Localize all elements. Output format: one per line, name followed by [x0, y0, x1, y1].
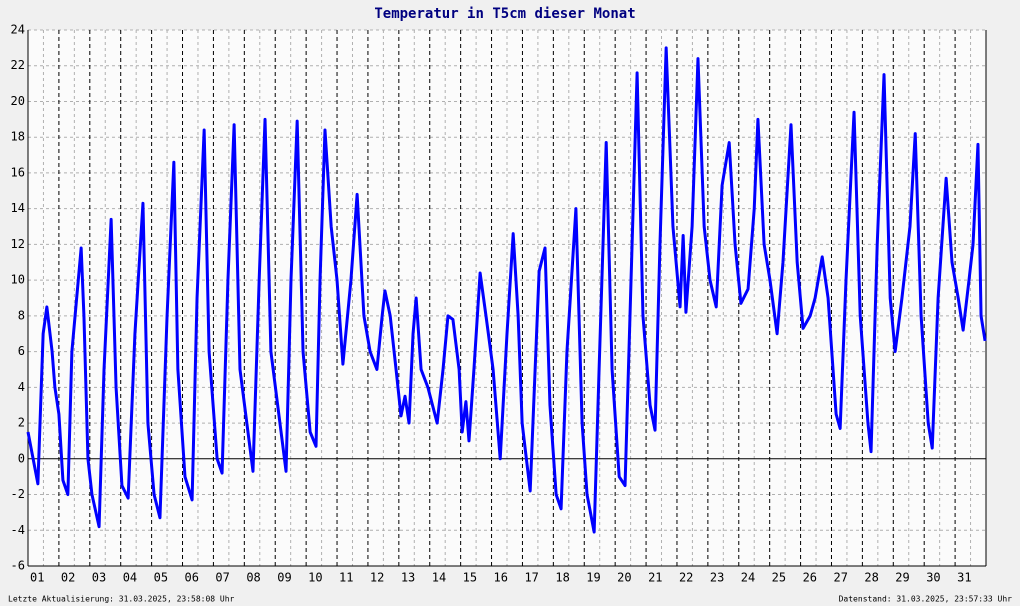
y-tick-label: 20 — [11, 94, 25, 108]
y-tick-label: 18 — [11, 130, 25, 144]
x-tick-label: 23 — [710, 571, 724, 585]
y-tick-label: 22 — [11, 58, 25, 72]
footer-right: Datenstand: 31.03.2025, 23:57:33 Uhr — [839, 595, 1013, 604]
x-tick-label: 04 — [123, 571, 137, 585]
x-tick-label: 06 — [185, 571, 199, 585]
y-tick-label: 10 — [11, 273, 25, 287]
y-tick-label: -6 — [11, 559, 25, 573]
y-tick-label: 24 — [11, 23, 25, 37]
x-tick-label: 01 — [30, 571, 44, 585]
x-tick-label: 28 — [864, 571, 878, 585]
x-tick-label: 31 — [957, 571, 971, 585]
y-tick-label: -2 — [11, 487, 25, 501]
temperature-line — [26, 46, 987, 534]
x-tick-label: 16 — [494, 571, 508, 585]
y-tick-label: 0 — [18, 451, 25, 465]
x-tick-label: 03 — [92, 571, 106, 585]
x-tick-label: 08 — [246, 571, 260, 585]
x-tick-label: 25 — [772, 571, 786, 585]
x-tick-label: 24 — [741, 571, 755, 585]
x-tick-label: 09 — [277, 571, 291, 585]
x-tick-label: 20 — [617, 571, 631, 585]
x-tick-label: 15 — [463, 571, 477, 585]
y-tick-label: 14 — [11, 201, 25, 215]
x-tick-label: 17 — [524, 571, 538, 585]
x-tick-label: 26 — [803, 571, 817, 585]
x-tick-label: 13 — [401, 571, 415, 585]
y-tick-label: -4 — [11, 523, 25, 537]
x-tick-label: 22 — [679, 571, 693, 585]
x-tick-label: 05 — [154, 571, 168, 585]
y-tick-label: 6 — [18, 344, 25, 358]
x-tick-label: 02 — [61, 571, 75, 585]
x-tick-label: 18 — [555, 571, 569, 585]
x-tick-label: 19 — [586, 571, 600, 585]
chart-title: Temperatur in T5cm dieser Monat — [374, 6, 635, 22]
x-tick-label: 11 — [339, 571, 353, 585]
x-tick-label: 30 — [926, 571, 940, 585]
y-tick-label: 2 — [18, 416, 25, 430]
x-tick-label: 21 — [648, 571, 662, 585]
y-tick-label: 8 — [18, 308, 25, 322]
x-tick-label: 14 — [432, 571, 446, 585]
x-tick-label: 27 — [833, 571, 847, 585]
x-tick-label: 12 — [370, 571, 384, 585]
x-tick-label: 29 — [895, 571, 909, 585]
y-tick-label: 16 — [11, 165, 25, 179]
y-tick-label: 12 — [11, 237, 25, 251]
y-tick-label: 4 — [18, 380, 25, 394]
x-tick-label: 10 — [308, 571, 322, 585]
x-tick-label: 07 — [215, 571, 229, 585]
footer-left: Letzte Aktualisierung: 31.03.2025, 23:58… — [8, 595, 235, 604]
